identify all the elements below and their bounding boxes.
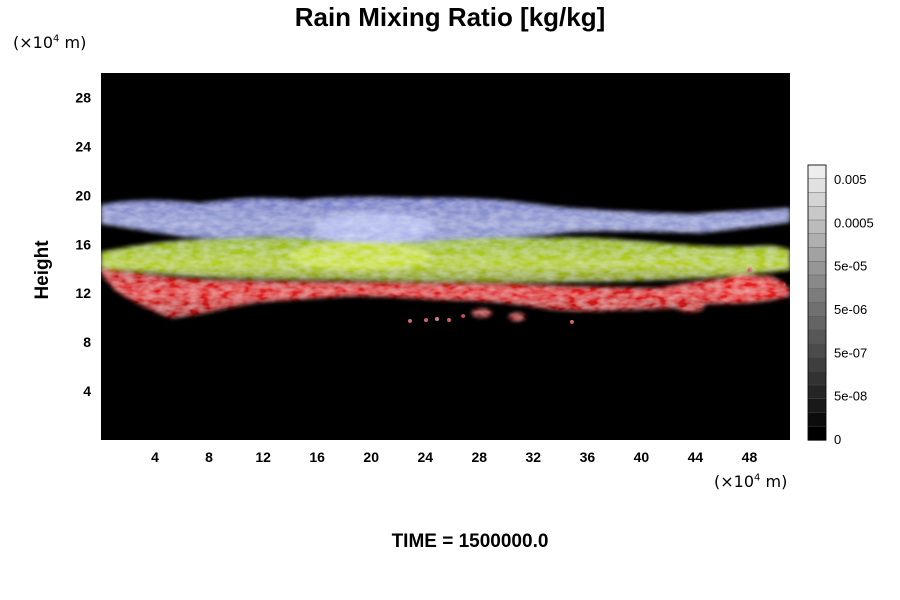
snow-band-blue bbox=[101, 197, 790, 247]
rain-cell bbox=[648, 300, 662, 308]
rain-cell bbox=[587, 292, 639, 308]
colorbar-swatch bbox=[807, 316, 827, 331]
y-tick-label: 12 bbox=[75, 285, 91, 301]
bright-cell bbox=[290, 242, 430, 270]
colorbar-swatch bbox=[807, 371, 827, 386]
rain-cell bbox=[472, 309, 492, 317]
x-tick-label: 36 bbox=[580, 449, 596, 465]
colorbar-swatch bbox=[807, 164, 827, 180]
x-tick-label: 20 bbox=[363, 449, 379, 465]
rain-droplets bbox=[408, 267, 786, 324]
colorbar-frame bbox=[807, 164, 827, 441]
x-axis-ticks: 4 8 12 16 20 24 28 32 36 40 44 48 bbox=[151, 449, 757, 465]
colorbar-label: 0 bbox=[834, 432, 841, 447]
x-tick-label: 12 bbox=[255, 449, 271, 465]
colorbar-swatch bbox=[807, 247, 827, 262]
colorbar-swatch bbox=[807, 274, 827, 290]
x-tick-label: 40 bbox=[634, 449, 650, 465]
colorbar-label: 5e-06 bbox=[834, 302, 867, 317]
graupel-band-green bbox=[101, 237, 790, 283]
x-tick-label: 32 bbox=[526, 449, 542, 465]
colorbar-swatch bbox=[807, 398, 827, 414]
y-tick-label: 20 bbox=[75, 187, 91, 203]
colorbar-swatch bbox=[807, 206, 827, 221]
x-tick-label: 48 bbox=[742, 449, 758, 465]
x-tick-label: 4 bbox=[151, 449, 159, 465]
colorbar-swatch bbox=[807, 343, 827, 359]
colorbar-swatch bbox=[807, 412, 827, 427]
colorbar-swatch bbox=[807, 192, 827, 207]
colorbar-label: 0.005 bbox=[834, 172, 867, 187]
x-tick-label: 28 bbox=[471, 449, 487, 465]
colorbar-swatch bbox=[807, 178, 827, 194]
colorbar-swatch bbox=[807, 384, 827, 400]
colorbar-swatch bbox=[807, 219, 827, 235]
y-tick-label: 16 bbox=[75, 236, 91, 252]
x-tick-label: 16 bbox=[309, 449, 325, 465]
rain-cell bbox=[676, 302, 704, 312]
y-axis-unit: (×104 m) bbox=[13, 33, 87, 52]
colorbar-swatch bbox=[807, 426, 827, 441]
colorbar-swatch bbox=[807, 261, 827, 276]
colorbar-swatch bbox=[807, 302, 827, 317]
rain-cell bbox=[715, 275, 775, 303]
x-tick-label: 24 bbox=[417, 449, 433, 465]
y-axis-ticks: 4 8 12 16 20 24 28 bbox=[75, 89, 91, 399]
colorbar-label: 5e-07 bbox=[834, 345, 867, 360]
colorbar: 0.005 0.0005 5e-05 5e-06 5e-07 5e-08 0 bbox=[807, 164, 874, 447]
x-axis-unit: (×104 m) bbox=[714, 472, 788, 491]
colorbar-swatch bbox=[807, 329, 827, 345]
time-label: TIME = 1500000.0 bbox=[391, 531, 549, 552]
colorbar-swatch bbox=[807, 233, 827, 249]
y-tick-label: 4 bbox=[83, 383, 91, 399]
chart-title: Rain Mixing Ratio [kg/kg] bbox=[294, 2, 606, 32]
bright-cell bbox=[315, 212, 435, 244]
colorbar-swatch bbox=[807, 288, 827, 304]
colorbar-label: 5e-05 bbox=[834, 259, 867, 274]
y-tick-label: 24 bbox=[75, 138, 91, 154]
y-tick-label: 8 bbox=[83, 334, 91, 350]
x-tick-label: 44 bbox=[688, 449, 704, 465]
y-tick-label: 28 bbox=[75, 89, 91, 105]
rain-cell bbox=[509, 313, 525, 321]
colorbar-label: 0.0005 bbox=[834, 215, 874, 230]
colorbar-label: 5e-08 bbox=[834, 389, 867, 404]
colorbar-swatch bbox=[807, 357, 827, 372]
x-tick-label: 8 bbox=[205, 449, 213, 465]
